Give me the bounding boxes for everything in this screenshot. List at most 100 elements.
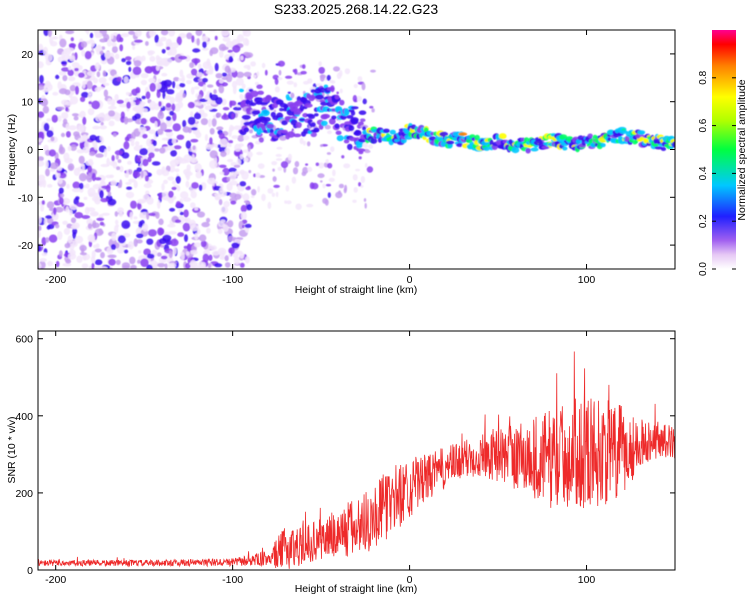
spectral-noise-blob	[166, 116, 172, 121]
spectral-noise-blob	[111, 232, 117, 242]
spectral-ridge-blob	[600, 142, 606, 148]
spectral-noise-blob	[240, 204, 247, 213]
spectral-noise-blob	[240, 211, 247, 220]
y-tick-label: 200	[15, 488, 33, 500]
spectral-noise-blob	[336, 91, 340, 95]
spectral-noise-blob	[320, 74, 325, 82]
spectral-noise-blob	[218, 132, 225, 140]
spectral-noise-blob	[99, 135, 104, 141]
spectral-ridge-blob	[382, 128, 390, 133]
spectral-noise-blob	[93, 77, 98, 84]
spectral-noise-blob	[69, 55, 76, 62]
spectral-noise-blob	[144, 175, 149, 182]
spectral-ridge-blob	[321, 113, 331, 119]
x-tick-label: -100	[222, 574, 243, 586]
spectral-noise-blob	[175, 201, 182, 208]
spectral-noise-blob	[157, 227, 164, 236]
spectral-noise-blob	[271, 192, 276, 197]
spectral-noise-blob	[108, 110, 116, 117]
spectral-noise-blob	[169, 110, 175, 116]
spectral-ridge-blob	[290, 92, 295, 99]
spectral-noise-blob	[215, 97, 223, 105]
spectral-ridge-blob	[654, 146, 663, 150]
spectral-noise-blob	[200, 240, 207, 248]
spectral-noise-blob	[170, 238, 179, 247]
spectral-noise-blob	[116, 76, 122, 82]
spectral-ridge-blob	[251, 110, 260, 115]
spectral-noise-blob	[109, 161, 116, 166]
spectral-noise-blob	[117, 235, 126, 244]
spectral-noise-blob	[184, 217, 191, 224]
spectral-noise-blob	[94, 62, 101, 71]
spectral-noise-blob	[237, 34, 244, 43]
spectral-noise-blob	[46, 225, 51, 230]
spectral-noise-blob	[183, 209, 189, 218]
spectral-noise-blob	[60, 60, 68, 65]
spectral-ridge-blob	[439, 131, 449, 137]
colorbar-label: Normalized spectral amplitude	[736, 79, 748, 220]
spectral-noise-blob	[245, 38, 250, 47]
spectral-noise-blob	[219, 50, 224, 58]
spectral-noise-blob	[142, 133, 148, 139]
spectral-noise-blob	[272, 168, 275, 172]
spectral-noise-blob	[110, 102, 115, 107]
spectral-noise-blob	[227, 68, 232, 76]
spectral-noise-blob	[261, 193, 266, 202]
spectral-noise-blob	[124, 136, 129, 142]
spectral-noise-blob	[180, 191, 189, 199]
spectral-noise-blob	[107, 254, 117, 259]
spectral-ridge-blob	[339, 99, 345, 106]
spectral-ridge-blob	[320, 101, 329, 106]
spectral-noise-blob	[48, 234, 58, 243]
spectral-noise-blob	[137, 259, 141, 264]
spectral-noise-blob	[211, 250, 220, 256]
spectral-noise-blob	[344, 184, 348, 192]
spectral-ridge-blob	[269, 128, 274, 134]
spectral-noise-blob	[84, 30, 89, 33]
spectral-noise-blob	[170, 150, 178, 157]
spectral-noise-blob	[80, 41, 88, 48]
spectral-noise-blob	[326, 152, 331, 155]
spectral-noise-blob	[364, 163, 368, 168]
spectral-noise-blob	[65, 30, 75, 35]
spectral-ridge-blob	[671, 141, 675, 148]
spectral-noise-blob	[157, 199, 161, 209]
spectral-noise-blob	[57, 81, 62, 90]
spectral-noise-blob	[118, 211, 123, 217]
spectral-noise-blob	[176, 36, 182, 46]
spectral-noise-blob	[193, 86, 200, 90]
spectral-noise-blob	[163, 58, 173, 64]
spectral-noise-blob	[108, 120, 115, 127]
spectral-noise-blob	[159, 147, 166, 154]
spectral-noise-blob	[110, 244, 116, 250]
spectral-ridge-blob	[286, 96, 293, 101]
spectral-noise-blob	[221, 76, 228, 81]
spectral-noise-blob	[145, 41, 149, 46]
spectral-noise-blob	[146, 138, 152, 147]
spectral-noise-blob	[239, 154, 244, 160]
spectral-ridge-blob	[293, 133, 302, 138]
spectral-noise-blob	[108, 258, 116, 266]
spectral-noise-blob	[137, 198, 145, 204]
spectral-noise-blob	[242, 149, 250, 153]
spectral-noise-blob	[81, 49, 86, 57]
spectral-noise-blob	[209, 150, 218, 159]
spectral-noise-blob	[247, 64, 251, 71]
spectral-ridge-blob	[428, 136, 437, 141]
spectral-noise-blob	[49, 36, 54, 45]
top-x-axis-label: Height of straight line (km)	[295, 284, 418, 296]
spectral-noise-blob	[187, 101, 195, 109]
spectral-noise-blob	[231, 135, 239, 139]
spectral-noise-blob	[208, 254, 213, 261]
spectral-noise-blob	[285, 185, 290, 192]
spectral-noise-blob	[119, 44, 124, 52]
spectral-noise-blob	[202, 61, 212, 70]
x-tick-label: 0	[407, 274, 413, 286]
spectral-noise-blob	[155, 55, 160, 61]
spectral-noise-blob	[92, 125, 101, 130]
spectral-noise-blob	[95, 153, 104, 158]
spectral-noise-blob	[91, 172, 96, 182]
spectral-noise-blob	[59, 197, 64, 205]
spectral-noise-blob	[116, 166, 121, 171]
spectral-ridge-blob	[511, 147, 520, 154]
